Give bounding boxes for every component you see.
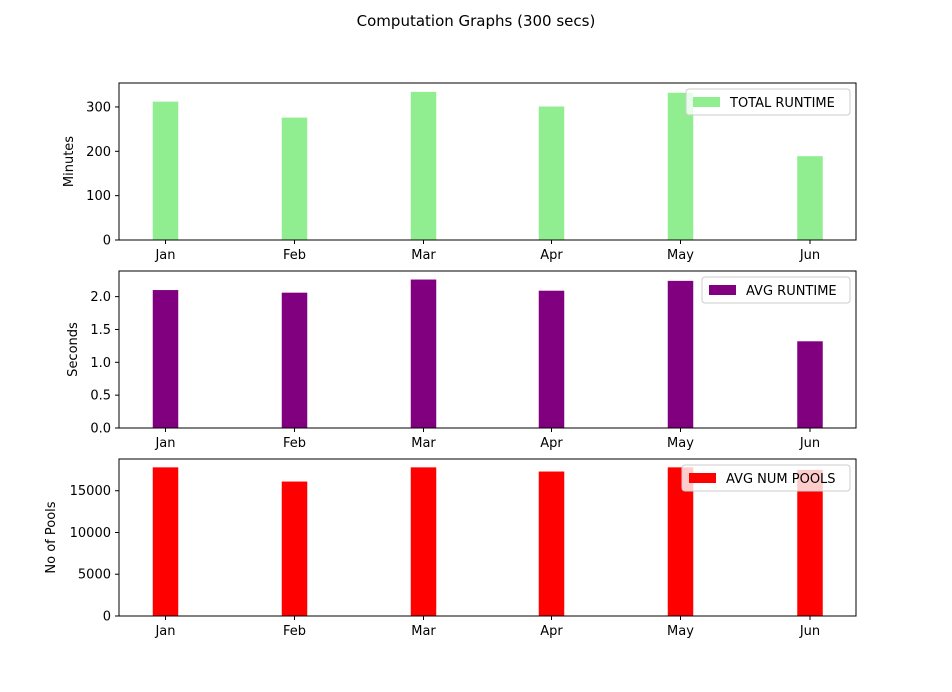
- axes-frame: [118, 270, 857, 429]
- legend-box: [701, 276, 851, 304]
- legend-box: [681, 464, 851, 492]
- bar-jun: [797, 469, 823, 616]
- y-tick-label: 2.0: [90, 290, 111, 305]
- bar-feb: [281, 117, 308, 240]
- legend-label: TOTAL RUNTIME: [729, 96, 835, 111]
- y-axis-label: No of Pools: [44, 501, 59, 573]
- bar-feb: [281, 481, 308, 616]
- x-tick-label: Apr: [540, 436, 563, 451]
- bar-jan: [152, 101, 179, 240]
- x-tick-label: Apr: [540, 624, 563, 639]
- y-tick-label: 5000: [78, 568, 111, 583]
- x-tick-label: Jan: [154, 436, 175, 451]
- legend: TOTAL RUNTIME: [685, 88, 851, 116]
- legend-label: AVG RUNTIME: [746, 284, 837, 299]
- bar-may: [667, 280, 694, 428]
- subplot-2: Jan Feb Mar Apr May Jun 0.0 0.5 1.0 1.5 2.0 Seconds…: [66, 270, 857, 451]
- subplots: Jan Feb Mar Apr May Jun 0 100 200 300 Minutes TOTAL…: [44, 82, 857, 639]
- x-tick-label: Jan: [154, 624, 175, 639]
- x-tick-label: Jun: [799, 624, 820, 639]
- x-tick-label: Jun: [799, 248, 820, 263]
- subplot-1: Jan Feb Mar Apr May Jun 0 100 200 300 Minutes TOTAL…: [62, 82, 857, 263]
- bar-jan: [152, 290, 179, 428]
- y-tick-label: 15000: [70, 484, 111, 499]
- legend-box: [685, 88, 851, 116]
- x-tick-label: Mar: [411, 248, 436, 263]
- axes-frame: [118, 82, 857, 241]
- y-tick-label: 1.5: [90, 323, 111, 338]
- x-tick-label: May: [667, 436, 694, 451]
- y-tick-label: 1.0: [90, 356, 111, 371]
- bar-mar: [410, 279, 437, 428]
- x-tick-label: Jan: [154, 248, 175, 263]
- x-tick-label: Mar: [411, 436, 436, 451]
- x-tick-label: Apr: [540, 248, 563, 263]
- bar-feb: [281, 292, 308, 428]
- y-tick-label: 0.0: [90, 422, 111, 437]
- y-tick-label: 0.5: [90, 389, 111, 404]
- bar-may: [667, 92, 694, 240]
- legend: AVG NUM POOLS: [681, 464, 851, 492]
- bar-apr: [538, 471, 565, 616]
- x-tick-label: May: [667, 624, 694, 639]
- legend-swatch: [689, 473, 716, 483]
- y-axis-label: Minutes: [62, 136, 77, 187]
- x-tick-label: Jun: [799, 436, 820, 451]
- x-tick-label: Feb: [283, 248, 306, 263]
- legend-swatch: [709, 285, 736, 295]
- bar-mar: [410, 91, 437, 240]
- axes-frame: [118, 458, 857, 617]
- y-tick-label: 0: [103, 610, 111, 625]
- x-tick-label: May: [667, 248, 694, 263]
- bar-apr: [538, 106, 565, 241]
- y-tick-label: 10000: [70, 526, 111, 541]
- legend-label: AVG NUM POOLS: [726, 472, 836, 487]
- x-tick-label: Feb: [283, 436, 306, 451]
- legend-swatch: [693, 97, 720, 107]
- subplot-3: Jan Feb Mar Apr May Jun 0 5000 10000 15000 No of P…: [44, 458, 857, 639]
- bar-may: [667, 467, 694, 616]
- y-tick-label: 200: [86, 145, 111, 160]
- bar-jun: [797, 156, 823, 240]
- legend: AVG RUNTIME: [701, 276, 851, 304]
- y-axis-label: Seconds: [66, 322, 81, 377]
- figure-title: Computation Graphs (300 secs): [357, 12, 596, 30]
- y-tick-label: 300: [86, 100, 111, 115]
- bar-mar: [410, 467, 437, 616]
- x-tick-label: Feb: [283, 624, 306, 639]
- y-tick-label: 100: [86, 189, 111, 204]
- y-tick-label: 0: [103, 234, 111, 249]
- bar-jun: [797, 341, 823, 428]
- bar-jan: [152, 467, 179, 616]
- bar-apr: [538, 290, 565, 428]
- x-tick-label: Mar: [411, 624, 436, 639]
